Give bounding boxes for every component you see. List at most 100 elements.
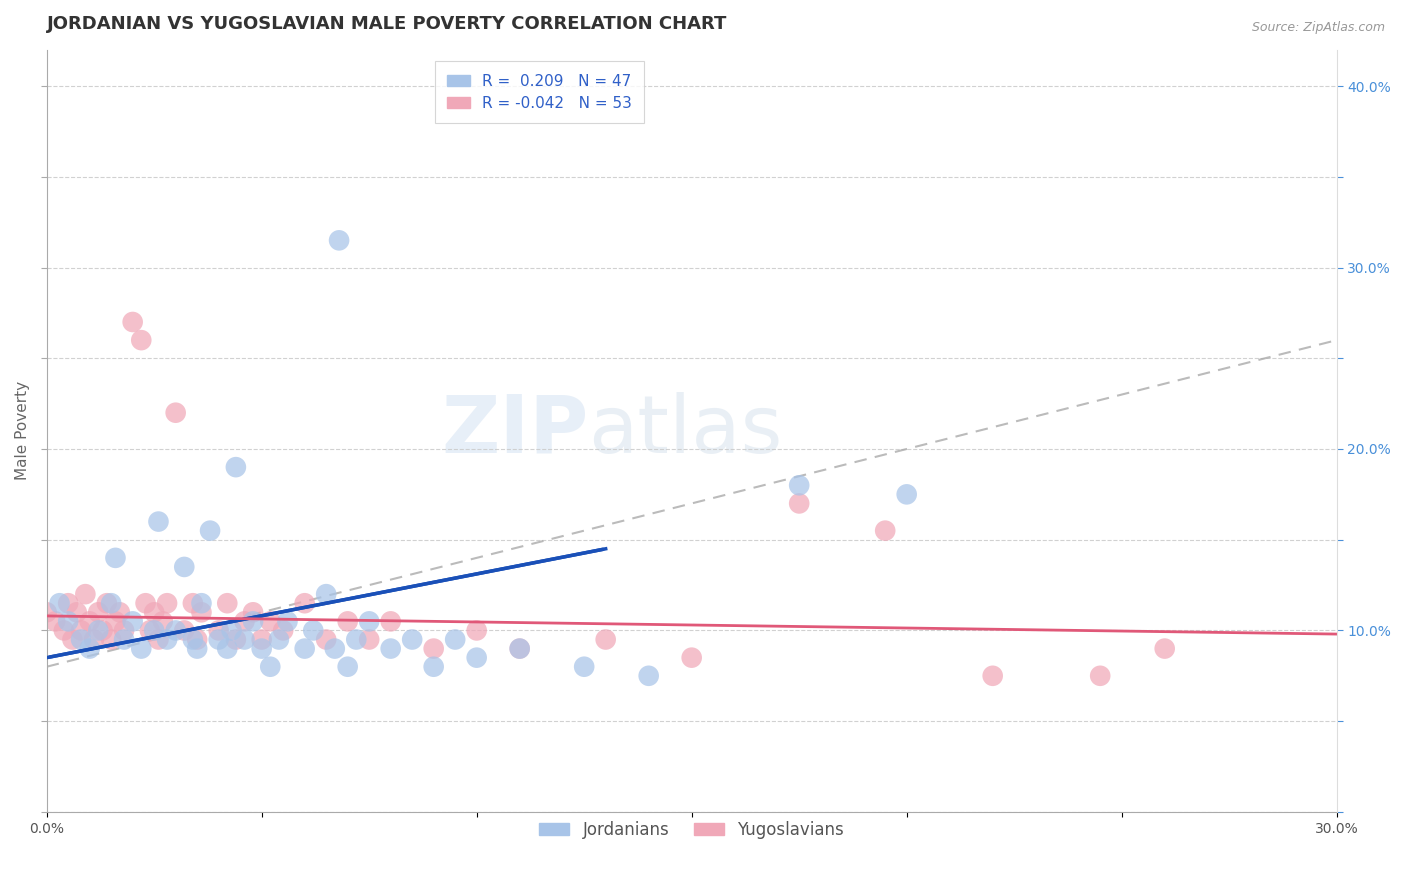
- Point: [233, 615, 256, 629]
- Point: [336, 659, 359, 673]
- Point: [465, 624, 488, 638]
- Point: [787, 496, 810, 510]
- Point: [359, 615, 381, 629]
- Point: [896, 487, 918, 501]
- Point: [156, 596, 179, 610]
- Point: [981, 669, 1004, 683]
- Point: [1153, 641, 1175, 656]
- Point: [271, 624, 294, 638]
- Point: [302, 624, 325, 638]
- Point: [681, 650, 703, 665]
- Point: [143, 605, 166, 619]
- Point: [56, 615, 79, 629]
- Point: [148, 515, 170, 529]
- Point: [44, 615, 66, 629]
- Point: [87, 605, 110, 619]
- Text: Source: ZipAtlas.com: Source: ZipAtlas.com: [1251, 21, 1385, 34]
- Point: [152, 615, 174, 629]
- Point: [509, 641, 531, 656]
- Point: [1090, 669, 1112, 683]
- Point: [465, 650, 488, 665]
- Point: [100, 596, 122, 610]
- Point: [75, 587, 97, 601]
- Point: [129, 641, 152, 656]
- Point: [143, 624, 166, 638]
- Point: [56, 596, 79, 610]
- Point: [165, 624, 187, 638]
- Point: [148, 632, 170, 647]
- Point: [96, 596, 118, 610]
- Point: [79, 641, 101, 656]
- Point: [70, 632, 93, 647]
- Point: [294, 641, 316, 656]
- Point: [156, 632, 179, 647]
- Text: JORDANIAN VS YUGOSLAVIAN MALE POVERTY CORRELATION CHART: JORDANIAN VS YUGOSLAVIAN MALE POVERTY CO…: [46, 15, 727, 33]
- Point: [100, 632, 122, 647]
- Point: [108, 605, 131, 619]
- Point: [181, 596, 204, 610]
- Point: [595, 632, 617, 647]
- Point: [121, 615, 143, 629]
- Point: [315, 632, 337, 647]
- Point: [422, 641, 444, 656]
- Point: [112, 624, 135, 638]
- Point: [165, 406, 187, 420]
- Text: atlas: atlas: [589, 392, 783, 470]
- Point: [242, 615, 264, 629]
- Point: [129, 333, 152, 347]
- Point: [225, 460, 247, 475]
- Text: ZIP: ZIP: [441, 392, 589, 470]
- Point: [276, 615, 298, 629]
- Point: [173, 624, 195, 638]
- Point: [637, 669, 659, 683]
- Point: [787, 478, 810, 492]
- Point: [225, 632, 247, 647]
- Point: [217, 641, 239, 656]
- Point: [35, 605, 58, 619]
- Point: [572, 659, 595, 673]
- Point: [208, 624, 231, 638]
- Point: [186, 641, 208, 656]
- Point: [509, 641, 531, 656]
- Point: [444, 632, 467, 647]
- Point: [83, 632, 105, 647]
- Point: [344, 632, 367, 647]
- Point: [198, 524, 221, 538]
- Point: [181, 632, 204, 647]
- Point: [328, 233, 350, 247]
- Point: [380, 641, 402, 656]
- Point: [87, 624, 110, 638]
- Point: [242, 605, 264, 619]
- Point: [315, 587, 337, 601]
- Point: [62, 632, 84, 647]
- Point: [190, 596, 212, 610]
- Point: [112, 632, 135, 647]
- Point: [233, 632, 256, 647]
- Point: [173, 560, 195, 574]
- Point: [66, 605, 89, 619]
- Point: [121, 315, 143, 329]
- Point: [380, 615, 402, 629]
- Point: [259, 659, 281, 673]
- Point: [875, 524, 897, 538]
- Point: [250, 641, 273, 656]
- Point: [336, 615, 359, 629]
- Point: [259, 615, 281, 629]
- Point: [208, 632, 231, 647]
- Point: [139, 624, 162, 638]
- Point: [52, 624, 75, 638]
- Point: [221, 624, 243, 638]
- Point: [91, 624, 114, 638]
- Point: [401, 632, 423, 647]
- Point: [217, 596, 239, 610]
- Point: [186, 632, 208, 647]
- Y-axis label: Male Poverty: Male Poverty: [15, 381, 30, 481]
- Point: [250, 632, 273, 647]
- Point: [359, 632, 381, 647]
- Point: [267, 632, 290, 647]
- Point: [104, 615, 127, 629]
- Point: [422, 659, 444, 673]
- Point: [104, 550, 127, 565]
- Point: [79, 615, 101, 629]
- Point: [48, 596, 70, 610]
